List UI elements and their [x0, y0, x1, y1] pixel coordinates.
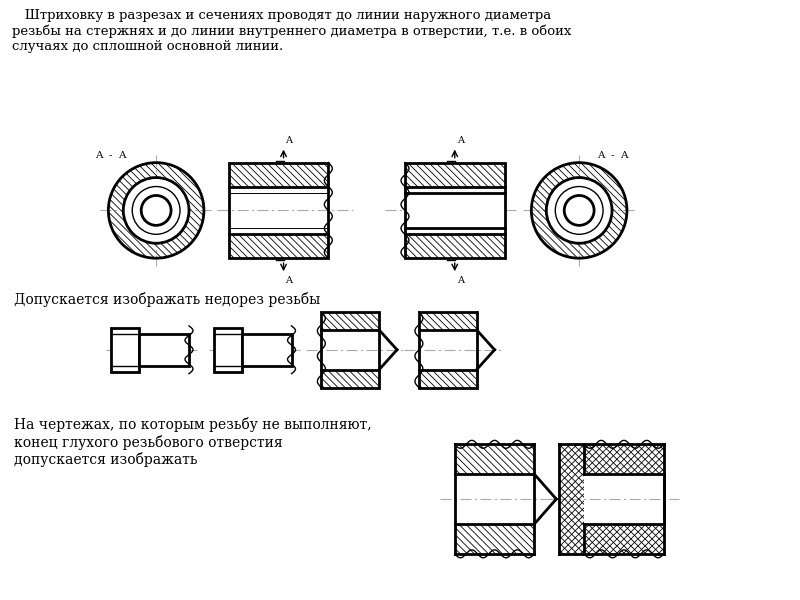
- Bar: [139, 334, 189, 365]
- Polygon shape: [419, 312, 477, 330]
- Circle shape: [142, 196, 171, 226]
- Bar: [419, 312, 477, 388]
- Polygon shape: [405, 235, 505, 258]
- Polygon shape: [584, 445, 664, 474]
- Bar: [111, 328, 139, 371]
- Text: На чертежах, по которым резьбу не выполняют,
конец глухого резьбового отверстия
: На чертежах, по которым резьбу не выполн…: [14, 418, 371, 467]
- Bar: [242, 334, 291, 365]
- Bar: [405, 193, 505, 229]
- Polygon shape: [454, 524, 534, 554]
- Polygon shape: [559, 445, 584, 554]
- Text: A  -  A: A - A: [94, 151, 126, 160]
- Text: A: A: [286, 136, 293, 145]
- Polygon shape: [322, 370, 379, 388]
- Polygon shape: [108, 163, 204, 258]
- Bar: [214, 328, 242, 371]
- Polygon shape: [584, 524, 664, 554]
- Circle shape: [123, 178, 189, 243]
- Polygon shape: [322, 312, 379, 330]
- Polygon shape: [229, 235, 328, 258]
- Text: A: A: [457, 276, 464, 285]
- Circle shape: [564, 196, 594, 226]
- Text: A: A: [286, 276, 293, 285]
- Text: Штриховку в разрезах и сечениях проводят до линии наружного диаметра
резьбы на с: Штриховку в разрезах и сечениях проводят…: [12, 10, 571, 53]
- Bar: [322, 312, 379, 388]
- Bar: [229, 163, 328, 258]
- Polygon shape: [229, 163, 328, 187]
- Polygon shape: [419, 370, 477, 388]
- Bar: [405, 163, 505, 258]
- Polygon shape: [584, 445, 664, 474]
- Polygon shape: [559, 445, 584, 554]
- Polygon shape: [405, 163, 505, 187]
- Polygon shape: [454, 445, 534, 474]
- Text: A  -  A: A - A: [598, 151, 629, 160]
- Circle shape: [546, 178, 612, 243]
- Polygon shape: [531, 163, 627, 258]
- Polygon shape: [584, 524, 664, 554]
- Text: A: A: [457, 136, 464, 145]
- Text: Допускается изображать недорез резьбы: Допускается изображать недорез резьбы: [14, 292, 320, 307]
